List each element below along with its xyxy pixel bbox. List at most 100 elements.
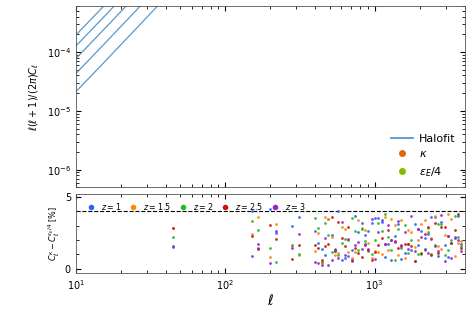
Point bbox=[365, 246, 372, 251]
Point bbox=[371, 215, 379, 220]
Point bbox=[266, 223, 274, 228]
Point bbox=[404, 250, 412, 255]
Point bbox=[378, 236, 385, 241]
Point bbox=[374, 220, 382, 225]
Point bbox=[273, 230, 280, 235]
Point bbox=[434, 248, 442, 253]
Point bbox=[421, 236, 428, 241]
Point bbox=[358, 227, 365, 232]
Point bbox=[441, 252, 448, 257]
Point bbox=[328, 234, 336, 239]
Point bbox=[378, 218, 385, 223]
Point bbox=[338, 220, 346, 225]
Point bbox=[348, 257, 356, 263]
X-axis label: $\ell$: $\ell$ bbox=[267, 293, 273, 308]
Point bbox=[248, 219, 255, 224]
Point bbox=[348, 247, 356, 252]
Point bbox=[351, 213, 359, 218]
Point bbox=[361, 232, 369, 237]
Point bbox=[428, 251, 435, 256]
Point bbox=[414, 242, 422, 247]
Point bbox=[404, 247, 412, 252]
Point bbox=[321, 253, 329, 258]
Point bbox=[374, 242, 382, 247]
Point bbox=[254, 214, 262, 219]
Point bbox=[381, 214, 389, 219]
Point bbox=[351, 229, 359, 234]
Point bbox=[351, 243, 359, 248]
Point bbox=[288, 242, 296, 247]
Point bbox=[374, 250, 382, 255]
Point bbox=[358, 247, 365, 252]
Point bbox=[368, 252, 375, 257]
Point bbox=[388, 247, 395, 252]
Point bbox=[295, 232, 302, 237]
Point bbox=[434, 250, 442, 255]
Point bbox=[266, 245, 274, 250]
Point bbox=[321, 221, 329, 226]
Point bbox=[361, 242, 369, 247]
Point bbox=[295, 215, 302, 220]
Point bbox=[457, 241, 465, 246]
Point bbox=[381, 255, 389, 260]
Point bbox=[418, 222, 425, 227]
Point bbox=[318, 258, 326, 263]
Point bbox=[341, 243, 349, 248]
Point bbox=[401, 241, 409, 246]
Point bbox=[288, 256, 296, 261]
Point bbox=[408, 237, 415, 242]
Point bbox=[248, 254, 255, 259]
Point bbox=[398, 244, 405, 249]
Point bbox=[457, 246, 465, 251]
Point bbox=[318, 260, 326, 265]
Point bbox=[345, 225, 352, 230]
Point bbox=[365, 229, 372, 234]
Point bbox=[424, 229, 432, 234]
Point bbox=[355, 218, 362, 223]
Point bbox=[457, 244, 465, 249]
Point bbox=[421, 218, 428, 223]
Point bbox=[328, 249, 336, 254]
Point bbox=[348, 255, 356, 260]
Point bbox=[273, 229, 280, 234]
Point bbox=[345, 249, 352, 254]
Point bbox=[424, 251, 432, 256]
Point bbox=[421, 232, 428, 237]
Point bbox=[401, 229, 409, 234]
Point bbox=[341, 252, 349, 257]
Point bbox=[325, 263, 332, 268]
Point bbox=[378, 252, 385, 257]
Legend: $z=1$, $z=1.5$, $z=2$, $z=2.5$, $z=3$: $z=1$, $z=1.5$, $z=2$, $z=2.5$, $z=3$ bbox=[80, 198, 308, 215]
Point bbox=[424, 231, 432, 236]
Point bbox=[454, 237, 462, 242]
Point bbox=[361, 241, 369, 246]
Point bbox=[331, 248, 339, 253]
Y-axis label: $\ell(\ell+1)/(2\pi)C_\ell$: $\ell(\ell+1)/(2\pi)C_\ell$ bbox=[27, 63, 41, 131]
Point bbox=[394, 221, 402, 226]
Point bbox=[394, 245, 402, 250]
Point bbox=[335, 220, 342, 225]
Point bbox=[414, 238, 422, 243]
Point bbox=[374, 229, 382, 234]
Point bbox=[345, 237, 352, 242]
Point bbox=[315, 225, 322, 230]
Point bbox=[368, 216, 375, 221]
Point bbox=[325, 216, 332, 221]
Point bbox=[404, 242, 412, 247]
Point bbox=[418, 229, 425, 234]
Point bbox=[355, 248, 362, 253]
Point bbox=[421, 248, 428, 253]
Point bbox=[365, 248, 372, 253]
Point bbox=[431, 214, 438, 219]
Point bbox=[266, 260, 274, 265]
Point bbox=[335, 250, 342, 255]
Point bbox=[341, 227, 349, 232]
Point bbox=[355, 250, 362, 255]
Point bbox=[451, 253, 458, 258]
Point bbox=[371, 248, 379, 253]
Point bbox=[351, 249, 359, 254]
Point bbox=[447, 240, 455, 245]
Point bbox=[414, 252, 422, 257]
Point bbox=[335, 252, 342, 257]
Point bbox=[398, 245, 405, 250]
